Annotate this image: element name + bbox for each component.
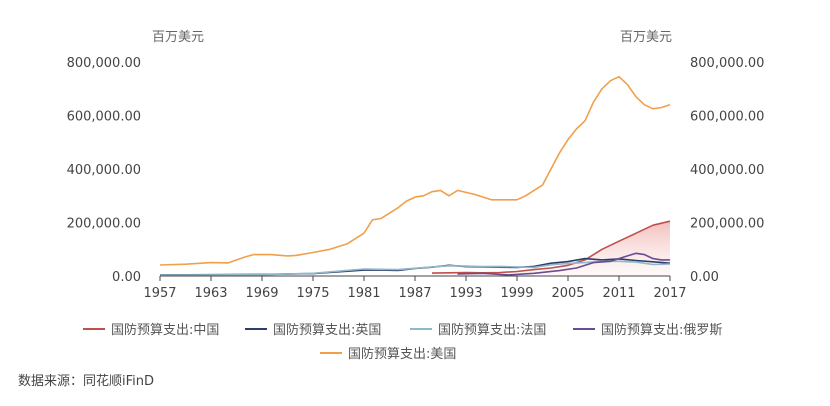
legend-item: 国防预算支出:俄罗斯 bbox=[573, 319, 722, 338]
legend-swatch bbox=[320, 351, 342, 354]
x-tick-label: 1987 bbox=[398, 286, 431, 301]
legend-label: 国防预算支出:中国 bbox=[111, 323, 220, 338]
legend-label: 国防预算支出:英国 bbox=[273, 323, 382, 338]
series-line-4 bbox=[159, 75, 671, 266]
legend-item: 国防预算支出:法国 bbox=[410, 319, 546, 338]
x-tick-label: 2017 bbox=[653, 286, 686, 301]
left-axis-unit: 百万美元 bbox=[152, 30, 205, 45]
series-area-0 bbox=[432, 221, 670, 276]
legend-label: 国防预算支出:俄罗斯 bbox=[601, 323, 723, 338]
x-tick-label: 2011 bbox=[602, 286, 635, 301]
series-line-0 bbox=[431, 220, 671, 274]
x-tick-label: 1957 bbox=[143, 286, 176, 301]
y-right-tick-label: 200,000.00 bbox=[690, 217, 764, 232]
y-left-tick-label: 400,000.00 bbox=[67, 163, 141, 178]
legend-item: 国防预算支出:美国 bbox=[320, 343, 456, 362]
legend-swatch bbox=[410, 327, 432, 330]
x-tick-label: 1963 bbox=[194, 286, 227, 301]
y-left-tick-label: 0.00 bbox=[112, 270, 141, 285]
right-axis-unit: 百万美元 bbox=[620, 30, 673, 45]
axis-layer: 1957 1963 1969 1975 1981 1987 1993 1999 2005 2011… bbox=[67, 56, 765, 301]
series-line-3 bbox=[457, 252, 670, 276]
source-note: 数据来源：同花顺iFinD bbox=[18, 374, 155, 389]
x-tick-label: 1981 bbox=[347, 286, 380, 301]
y-left-tick-label: 800,000.00 bbox=[67, 56, 141, 71]
lines-layer bbox=[159, 75, 671, 276]
y-left-tick-label: 200,000.00 bbox=[67, 217, 141, 232]
legend-item: 国防预算支出:英国 bbox=[245, 319, 381, 338]
y-right-tick-label: 600,000.00 bbox=[690, 110, 764, 125]
legend-swatch bbox=[83, 327, 105, 330]
legend-swatch bbox=[573, 327, 595, 330]
x-tick-label: 1993 bbox=[449, 286, 482, 301]
x-tick-label: 1999 bbox=[500, 286, 533, 301]
legend-label: 国防预算支出:美国 bbox=[348, 347, 457, 362]
fill-layer bbox=[432, 221, 670, 276]
legend-item: 国防预算支出:中国 bbox=[83, 319, 219, 338]
y-right-tick-label: 0.00 bbox=[690, 270, 719, 285]
y-left-tick-label: 600,000.00 bbox=[67, 110, 141, 125]
series-line-2 bbox=[159, 260, 671, 276]
legend-label: 国防预算支出:法国 bbox=[438, 323, 547, 338]
x-tick-label: 2005 bbox=[551, 286, 584, 301]
x-tick-label: 1969 bbox=[245, 286, 278, 301]
y-right-tick-label: 400,000.00 bbox=[690, 163, 764, 178]
y-right-tick-label: 800,000.00 bbox=[690, 56, 764, 71]
x-tick-label: 1975 bbox=[296, 286, 329, 301]
legend-swatch bbox=[245, 327, 267, 330]
